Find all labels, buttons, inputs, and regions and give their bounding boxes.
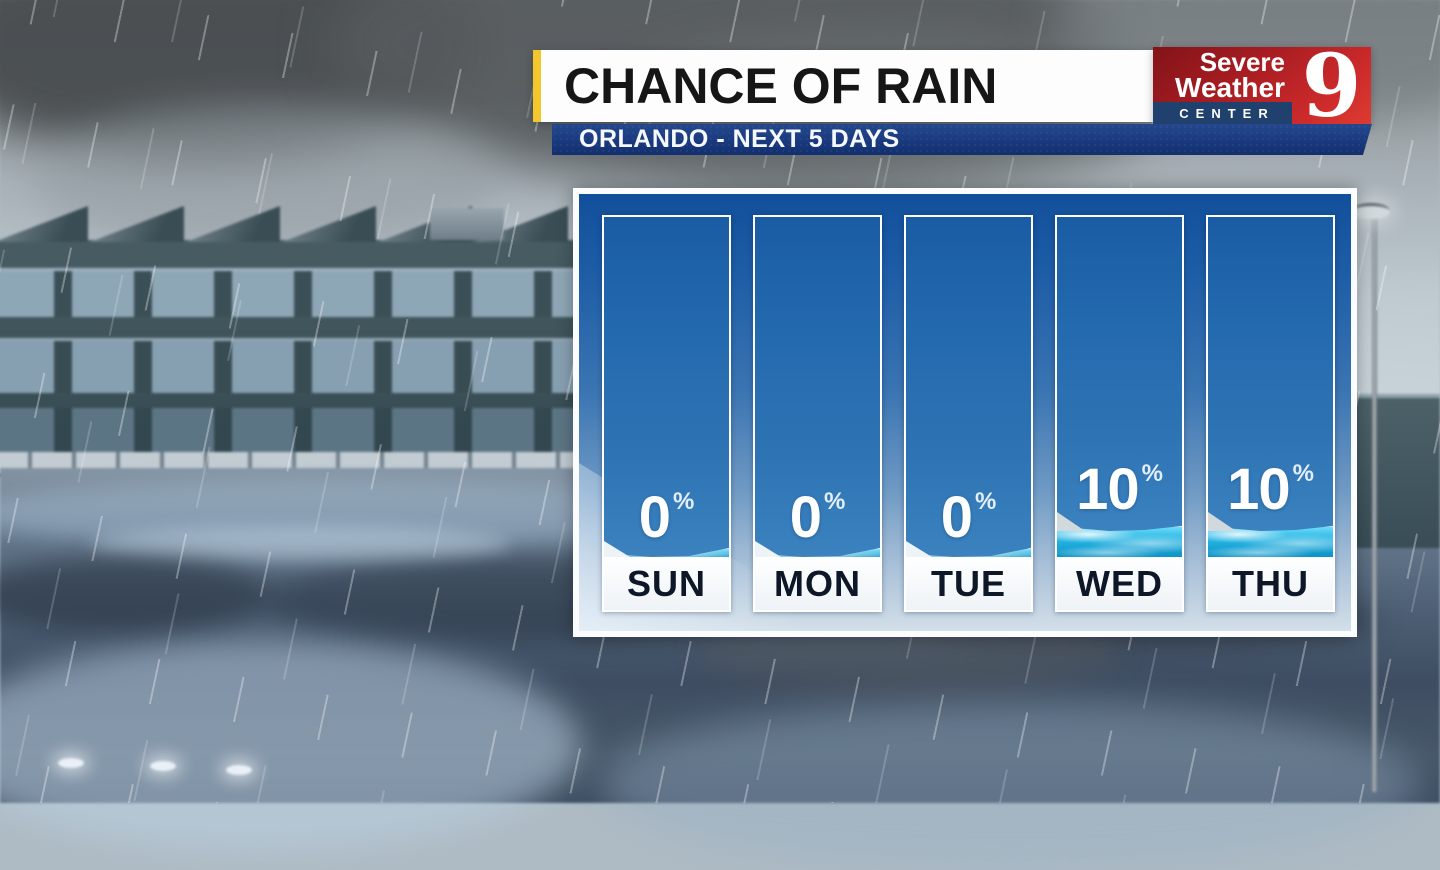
- day-cards-row: 0% SUN 0% MON 0% TUE: [602, 215, 1335, 612]
- lamp-glow: [226, 765, 252, 775]
- bar-body: [1057, 217, 1182, 531]
- lamp-post: [1372, 212, 1377, 792]
- bar-body: [1208, 217, 1333, 531]
- day-label: TUE: [906, 557, 1031, 610]
- puddle: [0, 558, 270, 632]
- day-label: SUN: [604, 557, 729, 610]
- percent-sign: %: [672, 488, 695, 515]
- logo-line-severe: Severe: [1199, 47, 1285, 77]
- lamp-glow: [150, 761, 176, 771]
- day-card-thu: 10% THU: [1206, 215, 1335, 612]
- percent-sign: %: [974, 488, 997, 515]
- day-label: THU: [1208, 557, 1333, 610]
- page-title: CHANCE OF RAIN: [564, 58, 998, 114]
- rain-chance-bar: 0%: [604, 217, 729, 557]
- percent-sign: %: [1292, 460, 1314, 487]
- fence: [1352, 394, 1440, 548]
- percent-sign: %: [823, 488, 846, 515]
- rooftop-unit: [430, 208, 504, 240]
- bar-body: [604, 217, 729, 557]
- chance-value: 10%: [1076, 457, 1163, 522]
- chance-value: 0%: [789, 485, 846, 550]
- window-row: [0, 408, 580, 452]
- lamp-glow: [58, 758, 84, 768]
- logo-text: Severe Weather: [1153, 47, 1292, 103]
- channel-9-numeral: 9: [1301, 36, 1362, 137]
- water-fill: [1057, 527, 1182, 557]
- day-card-mon: 0% MON: [753, 215, 882, 612]
- logo-line-weather: Weather: [1175, 72, 1285, 103]
- day-card-sun: 0% SUN: [602, 215, 731, 612]
- bar-body: [906, 217, 1031, 557]
- puddle: [90, 526, 510, 562]
- forecast-panel: 0% SUN 0% MON 0% TUE: [573, 188, 1357, 637]
- title-accent-bar: [533, 50, 541, 122]
- window-row: [0, 338, 580, 393]
- logo-center-bar: CENTER: [1153, 102, 1292, 125]
- window-row: [0, 268, 580, 317]
- puddle: [600, 700, 1420, 870]
- chance-value: 0%: [638, 485, 695, 550]
- day-card-wed: 10% WED: [1055, 215, 1184, 612]
- rain-chance-bar: 10%: [1208, 217, 1333, 557]
- rain-chance-bar: 0%: [755, 217, 880, 557]
- day-label: MON: [755, 557, 880, 610]
- bar-body: [755, 217, 880, 557]
- severe-weather-center-9-logo: Severe Weather CENTER 9: [1153, 36, 1371, 137]
- rain-chance-bar: 0%: [906, 217, 1031, 557]
- percent-sign: %: [1141, 460, 1163, 487]
- subtitle-bar: ORLANDO - NEXT 5 DAYS: [552, 124, 1372, 155]
- lamp-head: [1352, 203, 1390, 219]
- rain-chance-bar: 10%: [1057, 217, 1182, 557]
- building: [0, 206, 588, 476]
- subtitle-text: ORLANDO - NEXT 5 DAYS: [579, 125, 900, 153]
- water-fill: [1208, 527, 1333, 557]
- chance-value: 0%: [940, 485, 997, 550]
- day-card-tue: 0% TUE: [904, 215, 1033, 612]
- chance-value: 10%: [1227, 457, 1314, 522]
- day-label: WED: [1057, 557, 1182, 610]
- title-bar: CHANCE OF RAIN: [533, 50, 1153, 122]
